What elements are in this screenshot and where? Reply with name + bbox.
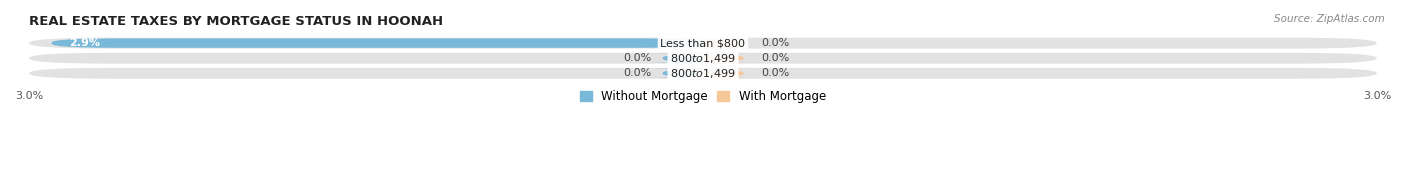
Text: Less than $800: Less than $800 <box>661 38 745 48</box>
FancyBboxPatch shape <box>640 69 725 78</box>
FancyBboxPatch shape <box>30 68 1376 79</box>
FancyBboxPatch shape <box>30 53 1376 64</box>
Text: Source: ZipAtlas.com: Source: ZipAtlas.com <box>1274 14 1385 24</box>
FancyBboxPatch shape <box>52 38 703 48</box>
FancyBboxPatch shape <box>681 69 766 78</box>
FancyBboxPatch shape <box>30 38 1376 49</box>
Text: $800 to $1,499: $800 to $1,499 <box>671 67 735 80</box>
Text: 2.9%: 2.9% <box>69 38 101 48</box>
Text: 0.0%: 0.0% <box>623 53 651 63</box>
Text: 0.0%: 0.0% <box>623 68 651 78</box>
FancyBboxPatch shape <box>681 53 766 63</box>
Text: 0.0%: 0.0% <box>762 53 790 63</box>
Text: 0.0%: 0.0% <box>762 68 790 78</box>
FancyBboxPatch shape <box>681 38 766 48</box>
Text: $800 to $1,499: $800 to $1,499 <box>671 52 735 65</box>
Text: 0.0%: 0.0% <box>762 38 790 48</box>
Text: REAL ESTATE TAXES BY MORTGAGE STATUS IN HOONAH: REAL ESTATE TAXES BY MORTGAGE STATUS IN … <box>30 15 443 28</box>
FancyBboxPatch shape <box>640 53 725 63</box>
Legend: Without Mortgage, With Mortgage: Without Mortgage, With Mortgage <box>575 86 831 108</box>
